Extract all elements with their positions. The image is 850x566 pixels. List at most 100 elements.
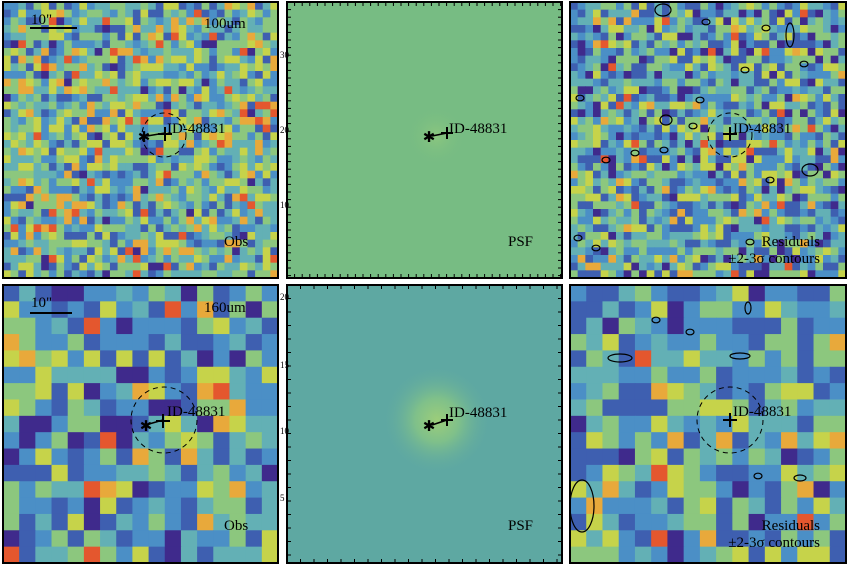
aperture-circle [130,386,198,454]
column-label: Residuals [762,518,820,534]
map-pixel [3,17,12,26]
map-pixel [667,448,685,466]
map-pixel [800,124,809,133]
map-pixel [102,140,111,149]
map-pixel [797,432,815,450]
map-pixel [631,209,640,218]
map-pixel [83,546,101,564]
map-pixel [781,530,798,548]
map-pixel [654,270,663,279]
map-pixel [180,366,198,384]
map-pixel [815,147,824,156]
map-pixel [616,147,625,156]
map-pixel [823,262,832,271]
map-pixel [646,201,655,210]
map-pixel [163,270,172,279]
map-pixel [140,40,149,49]
map-pixel [651,415,669,433]
map-pixel [600,9,609,18]
map-pixel [117,101,126,110]
map-pixel [178,163,187,172]
map-pixel [683,464,701,482]
map-pixel [232,40,241,49]
map-pixel [708,124,717,133]
map-pixel [41,101,50,110]
map-pixel [764,350,782,368]
map-pixel [738,25,747,34]
map-pixel [245,301,263,319]
map-pixel [723,48,732,57]
map-pixel [3,216,12,225]
map-pixel [186,2,195,11]
map-pixel [570,109,579,118]
map-pixel [634,448,652,466]
map-pixel [41,78,50,87]
map-pixel [600,155,609,164]
map-pixel [593,117,602,126]
map-pixel [731,25,740,34]
contour-line [659,114,673,126]
map-pixel [262,9,271,18]
map-pixel [813,464,831,482]
map-pixel [769,86,778,95]
map-pixel [102,186,111,195]
map-pixel [164,399,182,417]
map-pixel [125,239,134,248]
map-pixel [25,155,35,164]
map-pixel [148,86,157,95]
map-pixel [792,32,801,41]
map-pixel [155,247,165,256]
map-pixel [585,147,594,156]
map-pixel [600,124,609,133]
map-pixel [164,317,182,335]
map-pixel [79,186,88,195]
map-pixel [662,32,671,41]
map-pixel [748,546,766,564]
map-pixel [623,270,632,279]
map-pixel [792,25,801,34]
map-pixel [163,147,172,156]
map-pixel [784,255,793,264]
map-pixel [270,262,279,271]
map-pixel [255,109,264,118]
map-pixel [623,140,632,149]
map-pixel [155,63,165,72]
map-pixel [67,546,85,564]
map-pixel [140,270,149,279]
map-pixel [669,86,678,95]
map-pixel [830,262,839,271]
map-pixel [608,170,617,179]
map-pixel [270,193,279,202]
map-pixel [593,86,602,95]
star-marker: ✱ [140,419,153,435]
map-pixel [201,140,210,149]
map-pixel [262,109,271,118]
map-pixel [229,497,247,515]
map-pixel [602,366,620,384]
map-pixel [616,239,625,248]
map-pixel [10,239,19,248]
map-pixel [193,186,203,195]
map-pixel [186,209,195,218]
map-pixel [213,350,231,368]
map-pixel [56,101,65,110]
map-pixel [761,109,770,118]
map-pixel [109,209,119,218]
map-pixel [715,48,724,57]
map-pixel [585,262,594,271]
map-pixel [25,132,35,141]
map-pixel [261,530,279,548]
map-pixel [102,109,111,118]
map-pixel [247,32,256,41]
map-pixel [87,101,96,110]
map-pixel [216,17,226,26]
map-pixel [209,163,218,172]
map-pixel [193,78,203,87]
map-pixel [224,178,233,187]
map-pixel [125,55,134,64]
map-pixel [25,163,35,172]
map-pixel [56,247,65,256]
map-pixel [132,117,142,126]
map-pixel [140,132,149,141]
map-pixel [715,2,724,11]
